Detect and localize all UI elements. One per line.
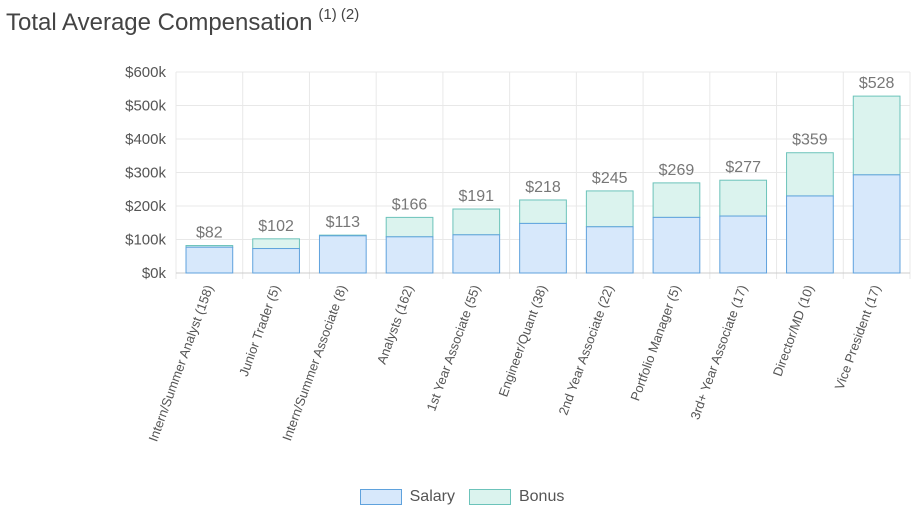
bar-salary <box>185 246 234 274</box>
legend-swatch-salary <box>359 489 402 505</box>
legend-label-bonus: Bonus <box>518 488 565 505</box>
bar-total-label: $82 <box>196 225 223 242</box>
legend-label-salary: Salary <box>409 488 455 505</box>
bar-total-label: $269 <box>659 162 695 179</box>
bar-total-label: $359 <box>792 132 828 149</box>
bar-bonus <box>852 95 901 176</box>
x-tick-label: Portfolio Manager (5) <box>627 283 683 403</box>
legend-swatch-bonus <box>468 489 511 505</box>
bar-bonus <box>519 199 567 224</box>
bar-salary <box>252 248 300 274</box>
bar-bonus <box>585 190 634 228</box>
x-tick-label: Junior Trader (5) <box>236 283 283 378</box>
x-tick-label: Vice President (17) <box>832 283 884 392</box>
bar-total-label: $102 <box>258 218 294 235</box>
x-tick-label: 1st Year Associate (55) <box>424 283 484 413</box>
bar-bonus <box>385 216 434 238</box>
y-tick-label: $400k <box>125 131 166 148</box>
y-tick-label: $600k <box>125 64 166 81</box>
bar-total-label: $113 <box>326 214 361 231</box>
y-tick-label: $200k <box>125 198 166 215</box>
bar-salary <box>519 222 567 274</box>
bar-salary <box>318 235 367 274</box>
bar-bonus <box>452 208 501 236</box>
y-tick-label: $300k <box>125 165 166 182</box>
bar-bonus <box>252 238 300 250</box>
bar-salary <box>852 174 901 274</box>
chart-title: Total Average Compensation (1) (2) <box>6 6 360 37</box>
bar-salary <box>719 215 768 274</box>
bar-salary <box>786 195 834 274</box>
bar-total-label: $277 <box>725 159 761 176</box>
x-tick-label: 2nd Year Associate (22) <box>555 283 616 417</box>
chart-legend: Salary Bonus <box>0 488 924 506</box>
bar-total-label: $245 <box>592 170 628 187</box>
x-tick-label: Intern/Summer Analyst (158) <box>145 283 216 444</box>
x-tick-label: Director/MD (10) <box>770 283 817 378</box>
y-tick-label: $0k <box>142 265 167 282</box>
bar-salary <box>452 234 501 274</box>
x-tick-label: Intern/Summer Associate (8) <box>279 283 349 443</box>
legend-item-salary[interactable]: Salary <box>359 488 455 506</box>
bar-salary <box>385 236 434 274</box>
chart-title-footnotes: (1) (2) <box>318 6 360 23</box>
y-tick-label: $100k <box>125 232 166 249</box>
chart-title-text: Total Average Compensation <box>6 9 313 36</box>
bar-bonus <box>786 152 834 197</box>
bar-total-label: $166 <box>392 196 428 213</box>
bar-total-label: $218 <box>525 179 561 196</box>
legend-item-bonus[interactable]: Bonus <box>468 488 565 506</box>
bar-bonus <box>719 179 768 217</box>
y-tick-label: $500k <box>125 98 166 115</box>
x-tick-label: 3rd+ Year Associate (17) <box>687 283 750 422</box>
bar-salary <box>585 226 634 274</box>
x-tick-label: Engineer/Quant (38) <box>495 283 549 399</box>
bar-total-label: $528 <box>859 75 895 92</box>
stacked-bar-chart: $0k $100k $200k $300k $400k $500k $600k $82 Inte… <box>125 64 911 444</box>
x-tick-label: Analysts (162) <box>374 283 417 366</box>
bar-bonus <box>652 182 701 218</box>
bar-salary <box>652 216 701 274</box>
bar-total-label: $191 <box>458 188 494 205</box>
